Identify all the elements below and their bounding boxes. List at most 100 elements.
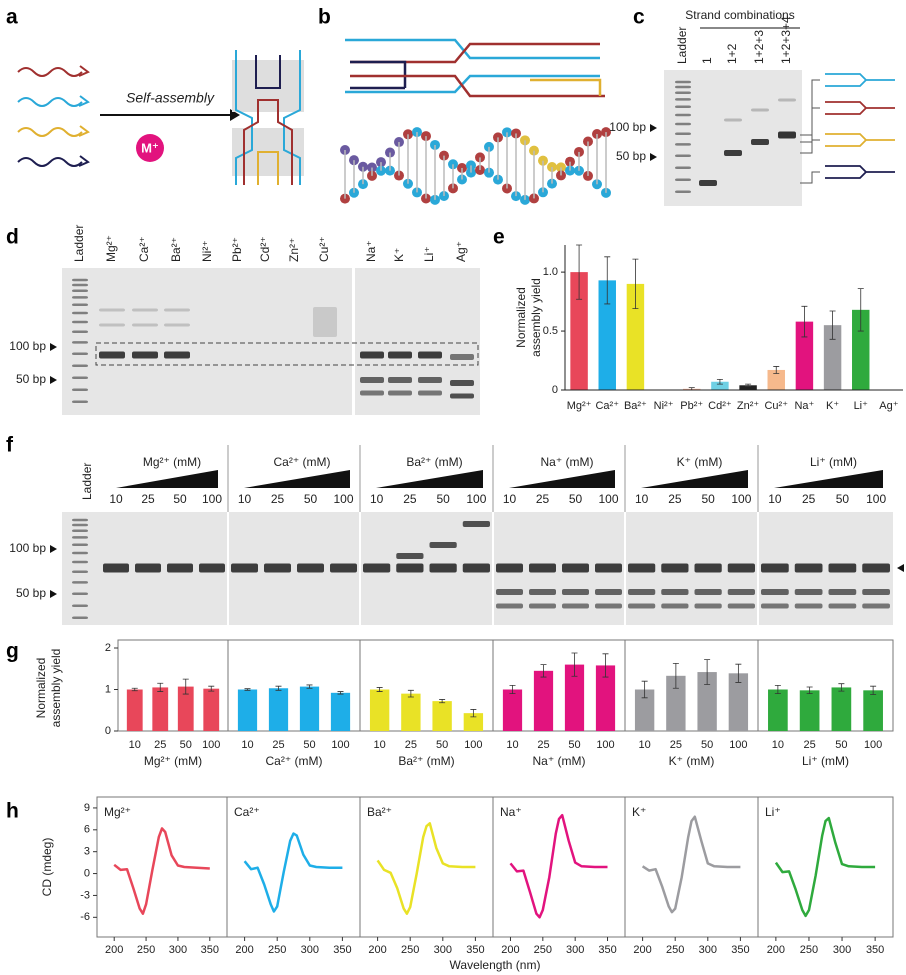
bar [739, 385, 757, 390]
bar [369, 689, 390, 731]
gel-band [675, 91, 691, 95]
bar [401, 693, 421, 731]
size-marker-label: 50 bp [16, 372, 46, 386]
x-tick-label: Cu²⁺ [764, 400, 788, 412]
gel-band [450, 380, 474, 386]
concentration-label: 10 [370, 492, 384, 506]
strand [283, 50, 301, 185]
error-bar [857, 288, 864, 332]
error-bar [576, 244, 583, 300]
gel-band [396, 563, 424, 573]
target-arrow [897, 564, 904, 572]
bar [299, 686, 320, 731]
panel-a-diagram [17, 50, 304, 185]
x-tick-label: 10 [241, 739, 253, 751]
gel-band [496, 589, 523, 595]
lane-label: Na⁺ [364, 240, 378, 262]
bar [863, 690, 883, 731]
strand [255, 55, 281, 89]
gel-band [164, 351, 190, 359]
error-bar [157, 682, 164, 692]
error-bar [632, 258, 639, 310]
gel-band [675, 122, 691, 126]
gel-band [727, 563, 755, 573]
connector [800, 107, 820, 143]
size-marker-arrow [50, 376, 57, 384]
x-axis-label: Na⁺ (mM) [533, 754, 586, 768]
x-tick-label: Pb²⁺ [680, 400, 703, 412]
bar [823, 325, 842, 390]
lane-label: 1 [700, 57, 714, 64]
gel-band [675, 80, 691, 84]
x-axis-label: K⁺ (mM) [669, 754, 715, 768]
x-tick-label: 200 [501, 944, 519, 956]
gel-band [699, 180, 717, 186]
mini-schematic [825, 165, 895, 179]
gel-band [103, 563, 129, 573]
bar [634, 689, 655, 731]
gel-band [132, 351, 158, 359]
concentration-wedge [641, 470, 748, 488]
y-tick-label: 6 [84, 824, 90, 836]
error-bar [774, 684, 781, 695]
series-label: Ca²⁺ [234, 805, 260, 819]
gel-band [529, 563, 556, 573]
process-label: Self-assembly [126, 90, 215, 106]
panel-title: Strand combinations [685, 8, 794, 22]
concentration-wedge [116, 470, 218, 488]
gel-band [727, 589, 755, 595]
strand [17, 127, 83, 137]
gel-band [388, 377, 412, 383]
lane-label: Ni²⁺ [200, 240, 214, 262]
error-bar [208, 685, 215, 692]
gel-band [72, 330, 88, 334]
concentration-label: 25 [668, 492, 682, 506]
panel-letter: c [633, 6, 645, 29]
gel-band [661, 563, 689, 573]
series-label: K⁺ [632, 805, 646, 819]
error-bar [773, 366, 780, 374]
gel-band [72, 289, 88, 293]
size-marker-label: 100 bp [9, 541, 46, 555]
cd-curve [243, 832, 343, 913]
x-tick-label: 100 [331, 739, 349, 751]
cd-curve [376, 822, 476, 915]
y-tick-label: 1.0 [543, 266, 558, 278]
gel-band [330, 563, 357, 573]
x-tick-label: 300 [434, 944, 452, 956]
x-tick-label: 250 [534, 944, 552, 956]
gel-band [363, 563, 391, 573]
gel-band [418, 351, 442, 359]
x-tick-label: 200 [105, 944, 123, 956]
x-tick-label: 350 [598, 944, 616, 956]
y-axis-label: assembly yield [49, 649, 63, 728]
y-axis-label: Normalized [34, 658, 48, 719]
lane-label: Cu²⁺ [317, 236, 331, 262]
x-tick-label: 50 [180, 739, 192, 751]
x-tick-label: 300 [566, 944, 584, 956]
size-marker-arrow [650, 124, 657, 132]
error-bar [704, 659, 711, 685]
gel-band [72, 341, 88, 344]
x-tick-label: 10 [506, 739, 518, 751]
bar [666, 675, 686, 731]
x-tick-label: 100 [596, 739, 614, 751]
gel-band [72, 604, 88, 608]
size-marker-label: 100 bp [609, 120, 646, 134]
gel-band [661, 589, 689, 595]
x-axis-label: Mg²⁺ (mM) [144, 754, 202, 768]
gel-band [72, 376, 88, 380]
x-tick-label: 50 [701, 739, 713, 751]
x-tick-label: 25 [272, 739, 284, 751]
y-tick-label: 3 [84, 846, 90, 858]
gel-band [388, 390, 412, 396]
bar [177, 686, 194, 731]
y-tick-label: -6 [80, 911, 90, 923]
bar [463, 713, 484, 731]
y-axis-label: Normalized [514, 287, 528, 348]
gel-band [562, 563, 589, 573]
gel-band [675, 143, 691, 146]
strand [350, 42, 600, 64]
plot-frame [96, 796, 894, 938]
concentration-wedge [244, 470, 350, 488]
